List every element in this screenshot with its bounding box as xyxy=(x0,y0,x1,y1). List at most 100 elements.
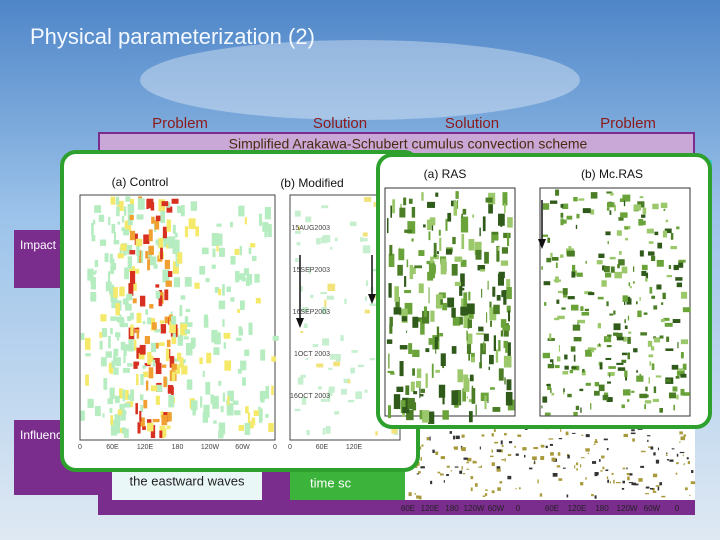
texture-cell xyxy=(679,451,685,454)
texture-cell xyxy=(559,254,564,258)
texture-cell xyxy=(581,370,586,376)
texture-cell xyxy=(640,332,647,336)
texture-cell xyxy=(529,467,533,470)
texture-cell xyxy=(562,370,569,375)
texture-cell xyxy=(179,305,183,317)
texture-cell xyxy=(500,260,509,266)
texture-cell xyxy=(594,472,599,476)
texture-cell xyxy=(447,212,452,222)
texture-cell xyxy=(496,294,501,301)
texture-cell xyxy=(453,435,456,440)
texture-cell xyxy=(627,476,630,481)
texture-cell xyxy=(501,247,509,254)
texture-cell xyxy=(123,206,127,216)
texture-cell xyxy=(491,449,494,453)
plot-frame xyxy=(539,187,691,417)
texture-cell xyxy=(190,400,198,411)
texture-cell xyxy=(666,336,670,342)
texture-cell xyxy=(462,388,467,402)
texture-cell xyxy=(594,382,600,387)
texture-cell xyxy=(661,302,664,305)
cell-text: the eastward waves xyxy=(130,473,245,488)
texture-cell xyxy=(412,349,420,358)
texture-cell xyxy=(639,196,644,199)
texture-cell xyxy=(597,323,601,329)
texture-cell xyxy=(605,357,612,361)
texture-cell xyxy=(680,291,688,299)
texture-cell xyxy=(334,411,340,415)
texture-cell xyxy=(472,460,476,464)
texture-cell xyxy=(514,445,516,448)
lon-label: 180 xyxy=(595,504,609,513)
texture-cell xyxy=(668,265,672,270)
texture-cell xyxy=(454,466,459,468)
texture-cell xyxy=(475,483,478,487)
texture-cell xyxy=(124,402,131,408)
texture-cell xyxy=(498,271,505,279)
texture-cell xyxy=(119,319,125,328)
texture-cell xyxy=(135,329,140,333)
texture-cell xyxy=(611,472,614,475)
texture-cell xyxy=(117,409,123,416)
texture-cell xyxy=(435,369,440,373)
texture-cell xyxy=(496,449,502,452)
texture-cell xyxy=(160,324,167,334)
texture-cell xyxy=(423,224,426,228)
texture-cell xyxy=(651,346,655,351)
texture-cell xyxy=(245,406,249,414)
texture-cell xyxy=(493,429,496,433)
texture-cell xyxy=(440,258,447,275)
texture-cell xyxy=(603,336,612,343)
texture-cell xyxy=(557,452,561,456)
lon-label: 120E xyxy=(421,504,440,513)
lon-label: 120E xyxy=(568,504,587,513)
texture-cell xyxy=(436,251,439,255)
texture-cell xyxy=(389,316,393,327)
texture-cell xyxy=(502,325,510,331)
texture-cell xyxy=(144,336,150,345)
texture-cell xyxy=(259,390,266,400)
texture-cell xyxy=(119,388,123,399)
texture-cell xyxy=(606,191,613,194)
texture-cell xyxy=(653,452,656,456)
texture-cell xyxy=(206,352,212,364)
texture-cell xyxy=(590,350,595,353)
texture-cell xyxy=(654,231,659,236)
texture-cell xyxy=(567,393,572,398)
texture-cell xyxy=(155,215,161,222)
texture-cell xyxy=(135,238,143,247)
texture-cell xyxy=(447,297,455,308)
texture-cell xyxy=(401,308,408,323)
texture-cell xyxy=(420,319,425,335)
texture-cell xyxy=(218,288,222,296)
texture-cell xyxy=(606,476,609,479)
texture-cell xyxy=(622,467,626,470)
texture-cell xyxy=(555,262,558,269)
texture-cell xyxy=(645,277,648,282)
texture-cell xyxy=(639,296,641,301)
texture-cell xyxy=(451,307,456,318)
texture-cell xyxy=(471,387,476,404)
texture-cell xyxy=(429,436,431,441)
texture-cell xyxy=(129,230,136,241)
texture-cell xyxy=(501,459,505,461)
texture-cell xyxy=(410,267,416,275)
texture-cell xyxy=(131,282,137,291)
cell-text: time sc xyxy=(310,475,352,490)
texture-cell xyxy=(593,443,596,445)
texture-cell xyxy=(308,267,311,274)
texture-cell xyxy=(446,474,449,477)
texture-cell xyxy=(680,339,689,345)
texture-cell xyxy=(638,478,643,482)
texture-cell xyxy=(425,348,430,353)
texture-cell xyxy=(482,495,486,498)
texture-cell xyxy=(470,476,474,480)
texture-cell xyxy=(90,277,97,290)
texture-cell xyxy=(556,465,561,468)
texture-cell xyxy=(364,296,367,301)
texture-cell xyxy=(431,363,434,378)
texture-cell xyxy=(623,433,629,438)
texture-cell xyxy=(99,239,107,246)
texture-cell xyxy=(587,452,590,455)
texture-cell xyxy=(130,389,135,402)
